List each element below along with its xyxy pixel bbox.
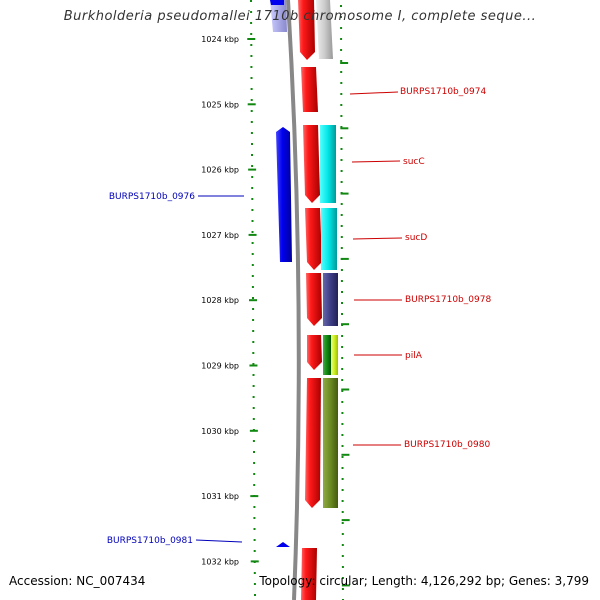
- chromosome-title: Burkholderia pseudomallei 1710b chromoso…: [63, 9, 537, 24]
- kbp-tick-label: 1026 kbp: [201, 166, 239, 175]
- kbp-tick-right: [341, 584, 350, 587]
- category-bar-pila-a[interactable]: [323, 335, 331, 375]
- kbp-tick-right: [341, 453, 350, 456]
- kbp-tick-right: [340, 62, 349, 64]
- kbp-tick-right: [341, 323, 350, 326]
- kbp-tick-label: 1027 kbp: [201, 231, 239, 240]
- gene-pila-arrow[interactable]: [307, 335, 322, 370]
- chromosome-backbone: [286, 0, 301, 600]
- gene-downstream-forward-arrow[interactable]: [301, 548, 317, 600]
- kbp-tick-label: 1025 kbp: [201, 100, 239, 109]
- kbp-tick-label: 1031 kbp: [201, 492, 239, 501]
- leader-sucd: [352, 237, 403, 240]
- category-bar-burps1710b-0978[interactable]: [323, 273, 338, 326]
- gene-label-burps1710b-0978[interactable]: BURPS1710b_0978: [405, 295, 491, 305]
- gene-label-burps1710b-0976[interactable]: BURPS1710b_0976: [109, 192, 195, 202]
- gene-callouts: BURPS1710b_0974 sucC BURPS1710b_0976 sucD BU…: [107, 87, 492, 546]
- gene-burps1710b-0981-arrow[interactable]: [276, 542, 290, 547]
- forward-strand-features: [298, 0, 322, 600]
- leader-burps1710b-0974: [349, 91, 399, 95]
- gene-label-burps1710b-0981[interactable]: BURPS1710b_0981: [107, 536, 193, 546]
- gene-burps1710b-0976-arrow[interactable]: [276, 127, 292, 262]
- gene-succ-arrow[interactable]: [303, 125, 320, 203]
- gene-burps1710b-0978-arrow[interactable]: [306, 273, 322, 326]
- kbp-tick-right: [341, 519, 350, 522]
- gene-burps1710b-0974-arrow[interactable]: [301, 67, 318, 112]
- kbp-tick-right: [341, 388, 350, 391]
- kbp-tick-left: [248, 233, 257, 236]
- category-features: [316, 0, 338, 508]
- category-bar-upstream[interactable]: [316, 0, 333, 59]
- topology-text: Topology: circular; Length: 4,126,292 bp…: [259, 574, 589, 588]
- category-bar-sucd[interactable]: [321, 208, 337, 270]
- dotted-guides: [250, 0, 344, 600]
- kbp-tick-label: 1032 kbp: [201, 557, 239, 566]
- gene-label-burps1710b-0974[interactable]: BURPS1710b_0974: [400, 87, 486, 97]
- kbp-tick-right: [340, 257, 349, 260]
- kbp-tick-left: [250, 560, 259, 563]
- kbp-tick-right: [340, 192, 349, 195]
- kbp-tick-left: [249, 364, 258, 367]
- gene-label-succ[interactable]: sucC: [403, 157, 425, 167]
- kbp-tick-left: [249, 299, 258, 302]
- kbp-tick-label: 1024 kbp: [201, 35, 239, 44]
- gene-burps1710b-0980-arrow[interactable]: [305, 378, 321, 508]
- kbp-tick-label: 1028 kbp: [201, 296, 239, 305]
- kbp-tick-left: [248, 168, 257, 171]
- kbp-tick-left: [247, 103, 256, 106]
- upstream-reverse-gene[interactable]: [270, 0, 287, 32]
- category-bar-burps1710b-0980[interactable]: [323, 378, 338, 508]
- gene-sucd-arrow[interactable]: [305, 208, 322, 270]
- category-bar-pila-b[interactable]: [331, 335, 338, 375]
- kbp-tick-right: [340, 127, 349, 130]
- gene-label-sucd[interactable]: sucD: [405, 233, 427, 243]
- kbp-tick-label: 1030 kbp: [201, 427, 239, 436]
- gene-label-pila[interactable]: pilA: [405, 351, 423, 361]
- kbp-axis: 1024 kbp 1025 kbp 1026 kbp 1027 kbp 1028 kbp…: [201, 35, 350, 587]
- leader-burps1710b-0981: [195, 539, 243, 543]
- reverse-strand-features: [270, 0, 292, 547]
- leader-succ: [351, 160, 401, 163]
- category-bar-succ[interactable]: [320, 125, 336, 203]
- kbp-tick-label: 1029 kbp: [201, 362, 239, 371]
- kbp-tick-left: [249, 429, 258, 432]
- kbp-tick-left: [250, 495, 259, 498]
- accession-text: Accession: NC_007434: [9, 574, 146, 588]
- gene-label-burps1710b-0980[interactable]: BURPS1710b_0980: [404, 440, 490, 450]
- gene-upstream-forward-arrow[interactable]: [298, 0, 315, 60]
- kbp-tick-left: [247, 38, 256, 40]
- upstream-reverse-gene-core: [270, 0, 284, 5]
